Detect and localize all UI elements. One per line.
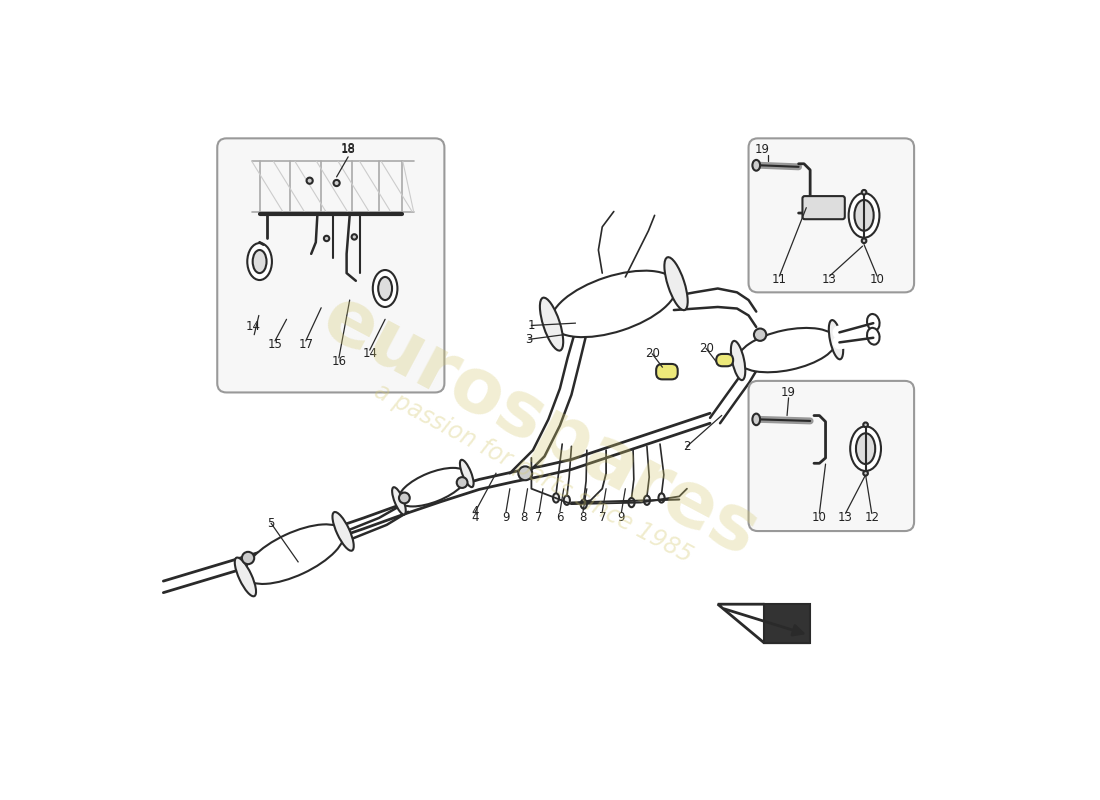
Text: 9: 9 (503, 511, 509, 525)
FancyBboxPatch shape (716, 354, 733, 366)
Text: 14: 14 (246, 321, 261, 334)
Ellipse shape (864, 471, 868, 476)
Text: 15: 15 (267, 338, 283, 351)
Text: 13: 13 (838, 511, 853, 525)
Ellipse shape (253, 250, 266, 273)
Circle shape (754, 329, 767, 341)
Text: 6: 6 (557, 511, 563, 525)
Ellipse shape (234, 558, 256, 596)
Ellipse shape (659, 494, 664, 502)
FancyBboxPatch shape (656, 364, 678, 379)
Circle shape (518, 466, 532, 480)
Text: a passion for parts since 1985: a passion for parts since 1985 (370, 379, 696, 568)
Ellipse shape (738, 328, 836, 372)
Ellipse shape (248, 243, 272, 280)
Text: 8: 8 (520, 511, 527, 525)
Ellipse shape (864, 422, 868, 427)
Ellipse shape (332, 512, 354, 550)
Text: 10: 10 (812, 511, 827, 525)
Text: 20: 20 (698, 342, 714, 355)
Ellipse shape (849, 193, 880, 238)
Text: 12: 12 (865, 511, 879, 525)
Ellipse shape (664, 257, 688, 310)
Ellipse shape (460, 460, 474, 487)
Ellipse shape (323, 236, 329, 241)
Text: 5: 5 (267, 517, 275, 530)
Ellipse shape (867, 328, 880, 345)
Circle shape (242, 552, 254, 564)
Text: 20: 20 (645, 347, 660, 361)
Ellipse shape (828, 320, 844, 359)
Text: 7: 7 (536, 511, 543, 525)
Text: 13: 13 (822, 273, 837, 286)
Text: 10: 10 (870, 273, 884, 286)
Ellipse shape (628, 498, 635, 507)
Ellipse shape (392, 487, 406, 514)
FancyBboxPatch shape (803, 196, 845, 219)
Ellipse shape (307, 178, 312, 184)
Text: 11: 11 (772, 273, 786, 286)
Polygon shape (717, 604, 810, 642)
Text: 8: 8 (580, 511, 586, 525)
Ellipse shape (563, 496, 570, 505)
Ellipse shape (867, 314, 880, 330)
Text: eurospares: eurospares (310, 281, 771, 573)
Text: 2: 2 (683, 440, 691, 453)
Text: 18: 18 (341, 143, 355, 157)
Text: 9: 9 (618, 511, 625, 525)
Ellipse shape (352, 234, 358, 240)
Circle shape (456, 477, 468, 488)
FancyBboxPatch shape (749, 138, 914, 292)
Ellipse shape (861, 190, 867, 194)
Circle shape (399, 493, 409, 503)
Ellipse shape (551, 270, 676, 337)
Text: 1: 1 (528, 319, 536, 332)
Ellipse shape (378, 277, 392, 300)
Text: 14: 14 (362, 347, 377, 361)
Ellipse shape (730, 341, 746, 380)
Text: 16: 16 (331, 355, 346, 368)
Text: 4: 4 (472, 511, 478, 525)
Ellipse shape (398, 468, 468, 506)
FancyBboxPatch shape (749, 381, 914, 531)
Text: 17: 17 (298, 338, 314, 351)
Text: 19: 19 (755, 143, 770, 157)
Ellipse shape (540, 298, 563, 350)
Ellipse shape (373, 270, 397, 307)
Ellipse shape (644, 496, 650, 505)
Text: 3: 3 (526, 333, 532, 346)
Text: 18: 18 (341, 142, 355, 155)
Ellipse shape (752, 160, 760, 170)
Ellipse shape (553, 494, 559, 502)
Ellipse shape (856, 434, 876, 464)
FancyBboxPatch shape (218, 138, 444, 393)
Ellipse shape (244, 524, 344, 584)
Ellipse shape (850, 426, 881, 471)
Polygon shape (763, 604, 810, 642)
Ellipse shape (333, 180, 340, 186)
Text: 7: 7 (598, 511, 606, 525)
Text: 4: 4 (472, 506, 478, 518)
Text: 19: 19 (781, 386, 796, 399)
Ellipse shape (752, 414, 760, 425)
Ellipse shape (855, 200, 873, 230)
Ellipse shape (861, 238, 867, 243)
Ellipse shape (581, 499, 587, 509)
